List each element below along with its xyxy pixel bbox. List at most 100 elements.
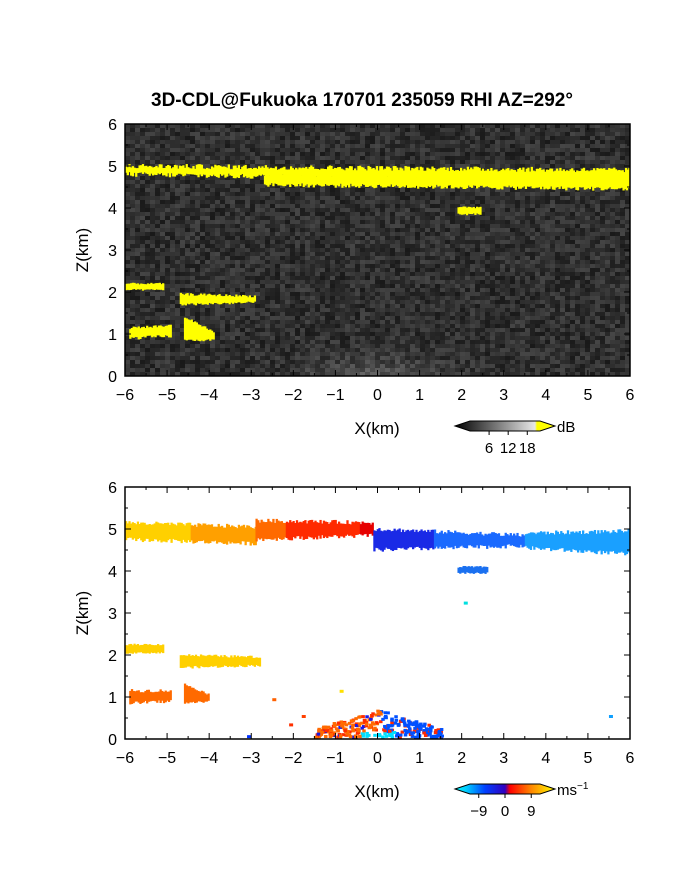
backscatter-noise-cell [405,316,410,320]
backscatter-noise-cell [135,152,140,156]
backscatter-noise-cell [435,192,440,196]
backscatter-noise-cell [340,224,345,228]
backscatter-noise-cell [300,212,305,216]
backscatter-noise-cell [445,152,450,156]
backscatter-noise-cell [385,284,390,288]
backscatter-noise-cell [210,320,215,324]
backscatter-noise-cell [175,244,180,248]
backscatter-noise-cell [165,132,170,136]
backscatter-noise-cell [200,228,205,232]
backscatter-noise-cell [395,288,400,292]
backscatter-noise-cell [225,276,230,280]
backscatter-noise-cell [185,188,190,192]
backscatter-noise-cell [555,312,560,316]
backscatter-noise-cell [620,128,625,132]
backscatter-noise-cell [170,136,175,140]
backscatter-noise-cell [165,308,170,312]
backscatter-noise-cell [395,240,400,244]
backscatter-noise-cell [495,260,500,264]
backscatter-noise-cell [395,156,400,160]
backscatter-noise-cell [205,184,210,188]
backscatter-noise-cell [295,248,300,252]
backscatter-noise-cell [335,140,340,144]
backscatter-noise-cell [485,244,490,248]
backscatter-noise-cell [435,300,440,304]
backscatter-noise-cell [495,292,500,296]
backscatter-noise-cell [490,232,495,236]
backscatter-noise-cell [475,188,480,192]
backscatter-noise-cell [510,220,515,224]
backscatter-noise-cell [410,268,415,272]
backscatter-noise-cell [335,124,340,128]
backscatter-noise-cell [625,292,630,296]
backscatter-noise-cell [550,220,555,224]
backscatter-noise-cell [490,284,495,288]
backscatter-noise-cell [235,316,240,320]
backscatter-noise-cell [555,236,560,240]
backscatter-noise-cell [530,220,535,224]
backscatter-noise-cell [490,288,495,292]
backscatter-noise-cell [505,204,510,208]
backscatter-noise-cell [555,204,560,208]
backscatter-noise-cell [255,204,260,208]
backscatter-noise-cell [420,284,425,288]
backscatter-noise-cell [405,244,410,248]
backscatter-noise-cell [340,220,345,224]
backscatter-noise-cell [565,132,570,136]
backscatter-noise-cell [225,180,230,184]
backscatter-noise-cell [360,260,365,264]
backscatter-noise-cell [345,292,350,296]
backscatter-noise-cell [285,264,290,268]
backscatter-noise-cell [130,224,135,228]
backscatter-noise-cell [335,264,340,268]
backscatter-noise-cell [145,176,150,180]
backscatter-noise-cell [140,272,145,276]
backscatter-noise-cell [210,240,215,244]
backscatter-noise-cell [175,296,180,300]
backscatter-noise-cell [545,164,550,168]
backscatter-noise-cell [370,208,375,212]
backscatter-noise-cell [515,292,520,296]
backscatter-noise-cell [365,244,370,248]
backscatter-noise-cell [455,188,460,192]
backscatter-noise-cell [620,132,625,136]
backscatter-noise-cell [530,204,535,208]
backscatter-noise-cell [245,228,250,232]
backscatter-noise-cell [190,316,195,320]
backscatter-noise-cell [310,256,315,260]
backscatter-noise-cell [355,228,360,232]
backscatter-noise-cell [425,232,430,236]
backscatter-noise-cell [320,220,325,224]
backscatter-noise-cell [295,144,300,148]
backscatter-noise-cell [325,268,330,272]
backscatter-noise-cell [285,276,290,280]
backscatter-noise-cell [540,224,545,228]
backscatter-noise-cell [355,152,360,156]
backscatter-noise-cell [475,248,480,252]
backscatter-noise-cell [245,252,250,256]
backscatter-noise-cell [160,260,165,264]
backscatter-noise-cell [560,268,565,272]
backscatter-noise-cell [495,220,500,224]
backscatter-noise-cell [390,128,395,132]
backscatter-noise-cell [610,264,615,268]
backscatter-noise-cell [140,312,145,316]
backscatter-noise-cell [130,184,135,188]
backscatter-noise-cell [495,148,500,152]
backscatter-noise-cell [445,248,450,252]
backscatter-noise-cell [305,208,310,212]
backscatter-noise-cell [535,252,540,256]
backscatter-noise-cell [545,248,550,252]
backscatter-noise-cell [350,232,355,236]
backscatter-noise-cell [225,140,230,144]
backscatter-noise-cell [530,288,535,292]
backscatter-noise-cell [145,220,150,224]
backscatter-noise-cell [305,244,310,248]
backscatter-noise-cell [585,200,590,204]
backscatter-noise-cell [195,264,200,268]
backscatter-noise-cell [385,148,390,152]
backscatter-noise-cell [425,224,430,228]
backscatter-noise-cell [125,208,130,212]
backscatter-noise-cell [255,300,260,304]
backscatter-noise-cell [325,224,330,228]
